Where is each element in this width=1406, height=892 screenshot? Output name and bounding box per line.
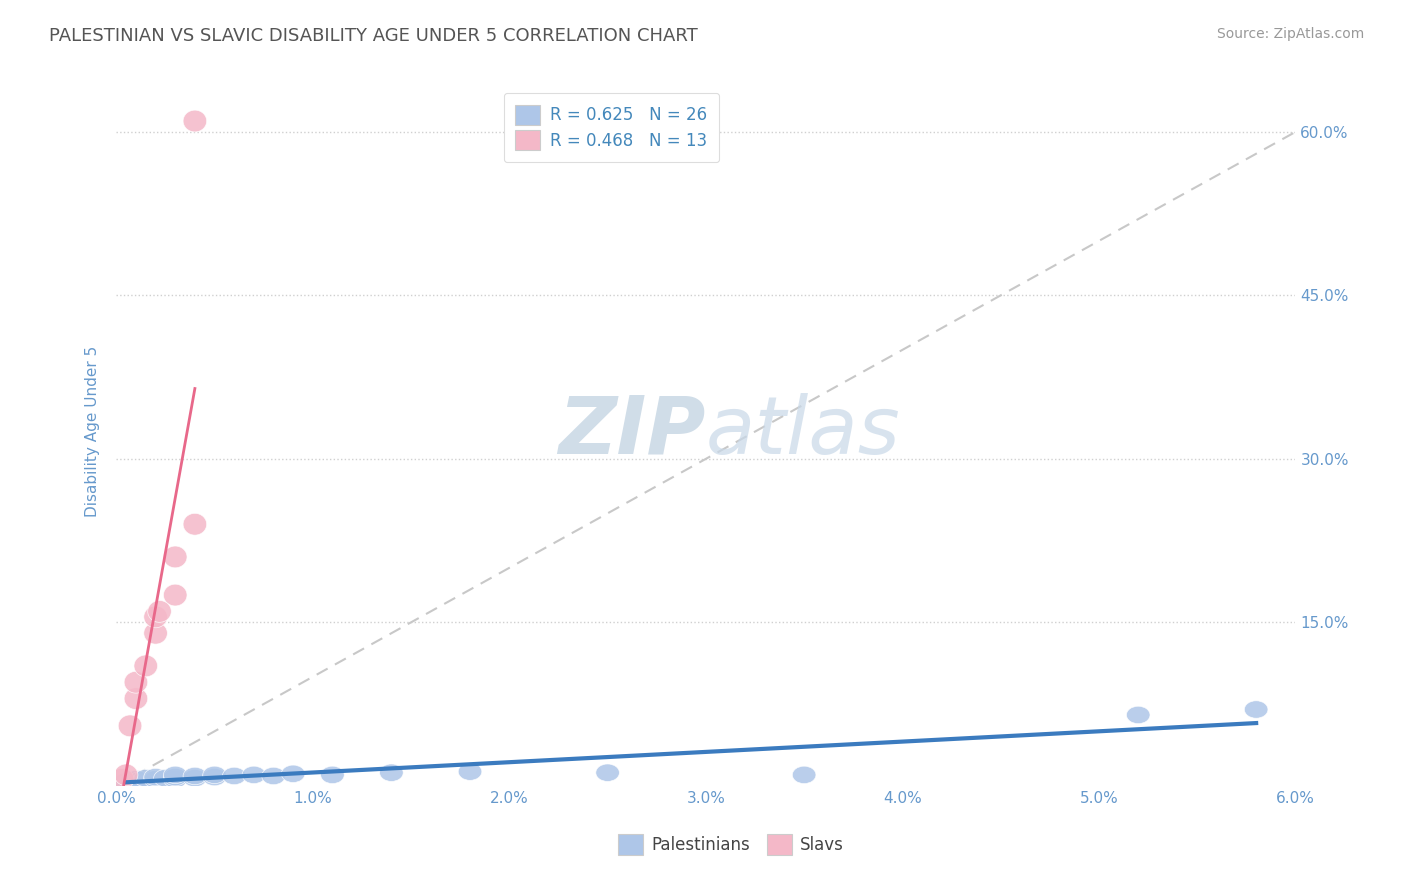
Ellipse shape	[242, 766, 266, 783]
Ellipse shape	[163, 546, 187, 568]
Text: atlas: atlas	[706, 392, 901, 471]
Ellipse shape	[134, 655, 157, 677]
Ellipse shape	[183, 770, 207, 787]
Ellipse shape	[148, 600, 172, 623]
Legend: R = 0.625   N = 26, R = 0.468   N = 13: R = 0.625 N = 26, R = 0.468 N = 13	[503, 93, 720, 161]
Ellipse shape	[143, 771, 167, 788]
Ellipse shape	[202, 766, 226, 783]
Ellipse shape	[114, 772, 138, 790]
Ellipse shape	[380, 764, 404, 781]
Ellipse shape	[222, 767, 246, 785]
Ellipse shape	[163, 768, 187, 786]
Ellipse shape	[163, 584, 187, 606]
Ellipse shape	[114, 764, 138, 786]
Legend: Palestinians, Slavs: Palestinians, Slavs	[612, 828, 851, 862]
Ellipse shape	[163, 766, 187, 783]
Text: ZIP: ZIP	[558, 392, 706, 471]
Ellipse shape	[124, 672, 148, 693]
Ellipse shape	[183, 110, 207, 132]
Ellipse shape	[596, 764, 620, 781]
Ellipse shape	[183, 513, 207, 535]
Ellipse shape	[124, 688, 148, 709]
Ellipse shape	[124, 771, 148, 788]
Ellipse shape	[118, 715, 142, 737]
Ellipse shape	[153, 770, 177, 787]
Ellipse shape	[1244, 701, 1268, 718]
Ellipse shape	[262, 767, 285, 785]
Ellipse shape	[134, 770, 157, 787]
Ellipse shape	[281, 765, 305, 782]
Ellipse shape	[128, 772, 152, 789]
Text: Source: ZipAtlas.com: Source: ZipAtlas.com	[1216, 27, 1364, 41]
Y-axis label: Disability Age Under 5: Disability Age Under 5	[86, 346, 100, 517]
Ellipse shape	[111, 768, 134, 790]
Ellipse shape	[458, 763, 482, 780]
Ellipse shape	[202, 768, 226, 786]
Ellipse shape	[183, 767, 207, 785]
Ellipse shape	[143, 623, 167, 644]
Ellipse shape	[1126, 706, 1150, 723]
Ellipse shape	[163, 771, 187, 788]
Text: PALESTINIAN VS SLAVIC DISABILITY AGE UNDER 5 CORRELATION CHART: PALESTINIAN VS SLAVIC DISABILITY AGE UND…	[49, 27, 697, 45]
Ellipse shape	[321, 766, 344, 783]
Ellipse shape	[143, 606, 167, 628]
Ellipse shape	[120, 772, 143, 789]
Ellipse shape	[143, 768, 167, 786]
Ellipse shape	[793, 766, 815, 783]
